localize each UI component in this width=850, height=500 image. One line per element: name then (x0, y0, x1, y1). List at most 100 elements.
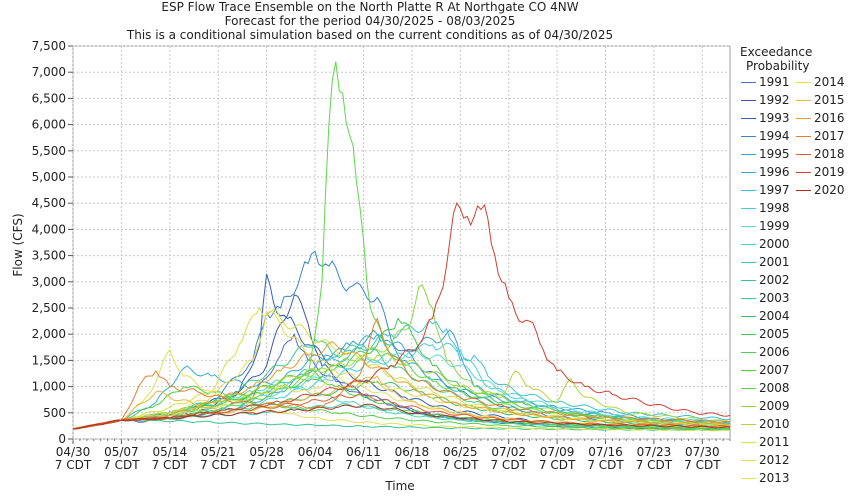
legend-swatch (741, 136, 756, 137)
legend-item-2004: 2004 (741, 309, 790, 323)
legend-swatch (796, 82, 811, 83)
x-tick-label-time: 7 CDT (442, 458, 479, 472)
legend-item-1998: 1998 (741, 201, 790, 215)
y-tick-label: 2,000 (32, 327, 66, 341)
y-tick-label: 0 (58, 432, 66, 446)
legend-swatch (741, 280, 756, 281)
x-tick-label-date: 07/09 (540, 445, 575, 459)
legend-swatch (741, 478, 756, 479)
legend-label: 2017 (814, 129, 845, 143)
series-line-2008 (72, 61, 731, 430)
y-tick-label: 5,000 (32, 170, 66, 184)
legend-label: 2009 (759, 399, 790, 413)
legend-item-2010: 2010 (741, 417, 790, 431)
legend-label: 2011 (759, 435, 790, 449)
series-line-2012 (72, 348, 731, 432)
legend-swatch (741, 190, 756, 191)
legend-swatch (796, 172, 811, 173)
x-tick-label-time: 7 CDT (297, 458, 334, 472)
plot-frame (72, 45, 731, 440)
legend-label: 2012 (759, 453, 790, 467)
x-tick-label-date: 05/07 (104, 445, 139, 459)
series-line-2018 (72, 392, 731, 430)
x-tick-label-date: 05/28 (249, 445, 284, 459)
y-tick-label: 7,000 (32, 65, 66, 79)
legend-label: 2001 (759, 255, 790, 269)
x-tick-label-time: 7 CDT (152, 458, 189, 472)
x-tick-label-date: 07/02 (491, 445, 526, 459)
legend-item-2012: 2012 (741, 453, 790, 467)
legend-item-2013: 2013 (741, 471, 790, 485)
legend-swatch (741, 208, 756, 209)
legend-item-2008: 2008 (741, 381, 790, 395)
legend-label: 1991 (759, 75, 790, 89)
x-tick-label-time: 7 CDT (587, 458, 624, 472)
x-tick-label-time: 7 CDT (103, 458, 140, 472)
legend-label: 1998 (759, 201, 790, 215)
legend-label: 1994 (759, 129, 790, 143)
y-tick-label: 3,000 (32, 275, 66, 289)
legend-label: 1995 (759, 147, 790, 161)
y-tick-label: 6,500 (32, 91, 66, 105)
legend-label: 2003 (759, 291, 790, 305)
legend-swatch (741, 352, 756, 353)
legend-item-1995: 1995 (741, 147, 790, 161)
legend-label: 2018 (814, 147, 845, 161)
legend-swatch (741, 82, 756, 83)
series-line-2016 (72, 340, 731, 430)
y-tick-label: 1,000 (32, 380, 66, 394)
legend-swatch (741, 100, 756, 101)
series-line-2010 (72, 353, 731, 430)
x-tick-label-time: 7 CDT (684, 458, 721, 472)
legend-label: 2007 (759, 363, 790, 377)
x-axis-label: Time (384, 479, 414, 493)
legend-label: 2006 (759, 345, 790, 359)
chart-subtitle-period: Forecast for the period 04/30/2025 - 08/… (224, 14, 516, 28)
legend-swatch (796, 190, 811, 191)
x-tick-label-time: 7 CDT (200, 458, 237, 472)
x-tick-label-date: 06/04 (298, 445, 333, 459)
y-tick-label: 6,000 (32, 118, 66, 132)
x-tick-label-time: 7 CDT (539, 458, 576, 472)
y-tick-label: 5,500 (32, 144, 66, 158)
legend-label: 2005 (759, 327, 790, 341)
gridlines (72, 45, 731, 440)
series-line-2020 (72, 403, 731, 430)
y-tick-label: 3,500 (32, 249, 66, 263)
legend-item-2018: 2018 (796, 147, 845, 161)
series-line-2019 (72, 202, 731, 430)
series-line-2014 (72, 310, 731, 430)
series-line-2017 (72, 317, 731, 430)
legend-label: 2014 (814, 75, 845, 89)
legend-item-1991: 1991 (741, 75, 790, 89)
legend-label: 2019 (814, 165, 845, 179)
y-axis-label: Flow (CFS) (11, 213, 25, 276)
x-tick-label-date: 06/11 (346, 445, 381, 459)
legend-item-2005: 2005 (741, 327, 790, 341)
legend-label: 2015 (814, 93, 845, 107)
chart-subtitle-conditions: This is a conditional simulation based o… (126, 28, 614, 42)
legend-swatch (796, 136, 811, 137)
legend-label: 1997 (759, 183, 790, 197)
legend-label: 1999 (759, 219, 790, 233)
legend-item-1996: 1996 (741, 165, 790, 179)
legend-label: 2013 (759, 471, 790, 485)
legend-label: 2016 (814, 111, 845, 125)
legend-item-1993: 1993 (741, 111, 790, 125)
x-tick-label-date: 05/21 (201, 445, 236, 459)
legend-item-1997: 1997 (741, 183, 790, 197)
legend-swatch (796, 118, 811, 119)
legend-label: 2008 (759, 381, 790, 395)
legend-swatch (741, 226, 756, 227)
x-tick-label-time: 7 CDT (636, 458, 673, 472)
chart-title: ESP Flow Trace Ensemble on the North Pla… (161, 0, 579, 14)
y-tick-label: 4,000 (32, 222, 66, 236)
legend-label: 2000 (759, 237, 790, 251)
y-axis: 0 500 1,000 1,500 2,000 2,500 3,000 3,500 4,000 4… (32, 39, 73, 446)
legend-item-2000: 2000 (741, 237, 790, 251)
legend-swatch (741, 262, 756, 263)
legend-item-2007: 2007 (741, 363, 790, 377)
x-tick-label-date: 06/25 (443, 445, 478, 459)
legend-swatch (741, 172, 756, 173)
